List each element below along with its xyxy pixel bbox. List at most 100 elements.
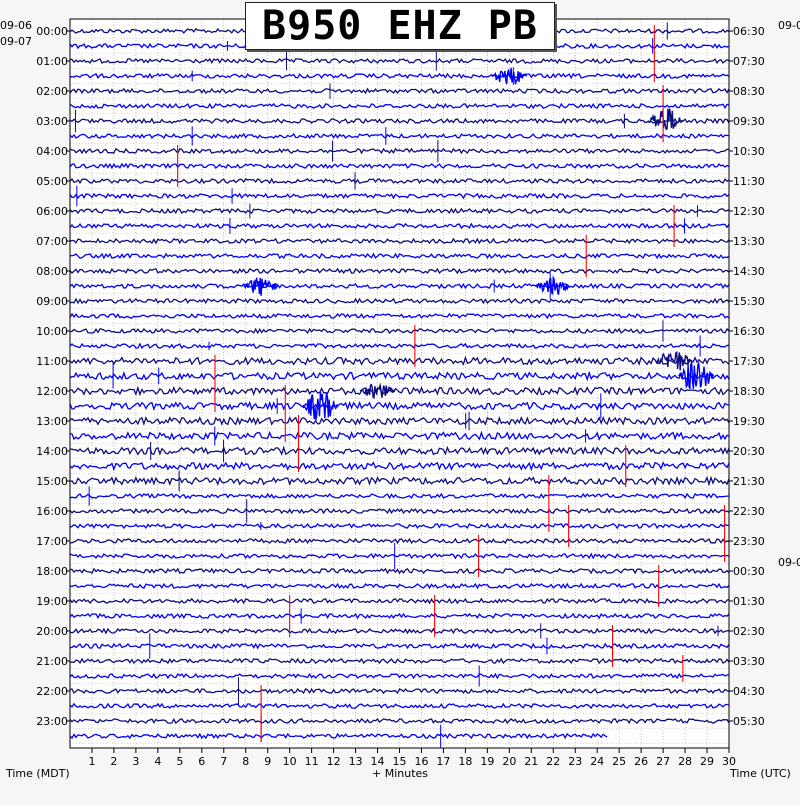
x-tick-label: 5 [176,755,183,768]
x-tick-label: 28 [678,755,692,768]
right-hour-label: 07:30 [733,55,765,68]
left-date-top: 09-06 [0,19,32,32]
right-hour-label: 15:30 [733,295,765,308]
x-tick-label: 8 [242,755,249,768]
seismic-trace [69,461,730,472]
seismic-trace [70,537,730,545]
x-tick-label: 6 [198,755,205,768]
seismic-trace [69,492,729,500]
right-hour-label: 13:30 [733,235,765,248]
seismic-trace [69,385,730,397]
x-tick-label: 29 [700,755,714,768]
x-tick-label: 7 [220,755,227,768]
x-tick-label: 20 [502,755,516,768]
seismic-trace [69,207,730,215]
left-hour-label: 10:00 [36,325,68,338]
left-hour-label: 12:00 [36,385,68,398]
x-tick-label: 12 [327,755,341,768]
left-hour-label: 00:00 [36,25,68,38]
x-tick-label: 14 [371,755,385,768]
seismic-trace [69,445,730,456]
x-tick-label: 11 [305,755,319,768]
chart-title: B950 EHZ PB [262,3,538,49]
seismic-trace [69,177,730,185]
seismic-trace [69,657,730,665]
right-hour-label: 23:30 [733,535,765,548]
x-tick-label: 23 [568,755,582,768]
left-hour-label: 22:00 [36,685,68,698]
seismic-trace [69,702,730,710]
left-date-start: 09-07 [0,35,32,48]
x-tick-label: 9 [264,755,271,768]
right-hour-label: 03:30 [733,655,765,668]
right-hour-label: 18:30 [733,385,765,398]
seismic-burst [656,350,692,371]
seismic-burst [359,382,396,399]
left-hour-label: 07:00 [36,235,68,248]
x-tick-label: 25 [612,755,626,768]
x-tick-label: 3 [132,755,139,768]
right-hour-label: 16:30 [733,325,765,338]
right-hour-label: 20:30 [733,445,765,458]
right-hour-label: 12:30 [733,205,765,218]
seismic-trace [69,582,730,590]
right-hour-label: 00:30 [733,565,765,578]
right-hour-label: 19:30 [733,415,765,428]
seismic-trace [69,732,608,740]
seismic-trace [69,627,729,635]
right-hour-label: 05:30 [733,715,765,728]
right-hour-label: 22:30 [733,505,765,518]
x-tick-label: 15 [393,755,407,768]
seismic-trace [69,717,730,725]
right-hour-label: 21:30 [733,475,765,488]
x-tick-label: 1 [88,755,95,768]
seismic-trace [69,355,730,366]
left-hour-label: 14:00 [36,445,68,458]
plot-area [70,19,729,748]
x-tick-label: 21 [524,755,538,768]
right-hour-label: 14:30 [733,265,765,278]
seismic-trace [69,687,730,695]
seismic-trace [69,567,730,575]
x-tick-label: 13 [349,755,363,768]
x-tick-label: 10 [283,755,297,768]
x-tick-label: 30 [722,755,736,768]
seismic-trace [69,612,730,620]
right-hour-label: 10:30 [733,145,765,158]
seismic-trace [69,72,730,80]
x-tick-label: 2 [110,755,117,768]
left-hour-label: 08:00 [36,265,68,278]
seismic-trace [69,415,730,426]
right-axis-label: Time (UTC) [729,767,791,780]
left-hour-label: 11:00 [36,355,68,368]
right-hour-label: 04:30 [733,685,765,698]
right-hour-label: 08:30 [733,85,765,98]
seismic-trace [69,672,730,680]
seismic-burst [678,360,715,390]
right-date-top: 09-0 [778,19,800,32]
left-hour-label: 04:00 [36,145,68,158]
seismic-trace [69,312,730,320]
seismic-trace [69,552,730,560]
right-hour-label: 01:30 [733,595,765,608]
seismic-trace [69,162,730,170]
left-hour-label: 13:00 [36,415,68,428]
seismic-trace [69,237,730,245]
seismic-trace [69,400,730,412]
left-axis-label: Time (MDT) [5,767,70,780]
seismic-trace [69,222,730,230]
left-hour-label: 09:00 [36,295,68,308]
right-date-mid: 09-0 [778,556,800,569]
seismic-burst [302,391,339,421]
seismic-trace [69,132,730,140]
x-tick-label: 18 [458,755,472,768]
left-hour-label: 05:00 [36,175,68,188]
x-tick-label: 26 [634,755,648,768]
seismic-trace [69,57,730,65]
seismic-trace [69,117,730,125]
seismic-trace [69,327,730,335]
left-hour-label: 17:00 [36,535,68,548]
left-hour-label: 21:00 [36,655,68,668]
